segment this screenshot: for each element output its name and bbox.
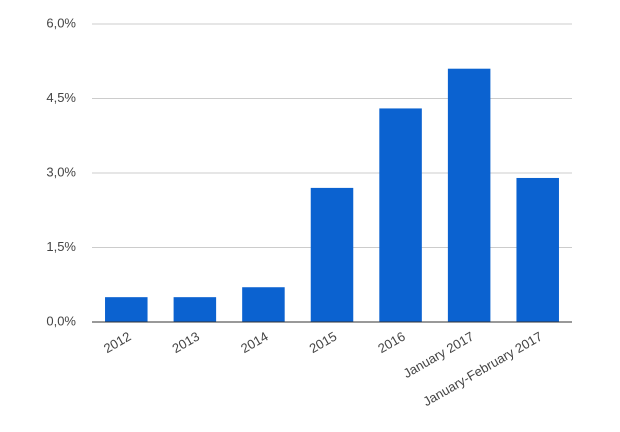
y-tick-label: 3,0%: [46, 164, 76, 179]
x-tick-label: 2016: [375, 329, 408, 356]
bar: [242, 287, 285, 322]
bar: [447, 68, 491, 322]
bar: [105, 297, 148, 322]
x-tick-label: January-February 2017: [420, 329, 545, 410]
bar: [310, 187, 354, 322]
x-tick-label: 2015: [307, 329, 340, 356]
y-tick-label: 0,0%: [46, 313, 76, 328]
bar: [173, 297, 217, 322]
y-tick-label: 1,5%: [46, 239, 76, 254]
y-tick-label: 6,0%: [46, 15, 76, 30]
x-tick-label: 2012: [101, 329, 134, 356]
bar: [379, 108, 422, 322]
x-tick-label: 2014: [238, 329, 271, 356]
bar: [516, 177, 559, 322]
y-tick-label: 4,5%: [46, 90, 76, 105]
x-tick-label: 2013: [170, 329, 203, 356]
